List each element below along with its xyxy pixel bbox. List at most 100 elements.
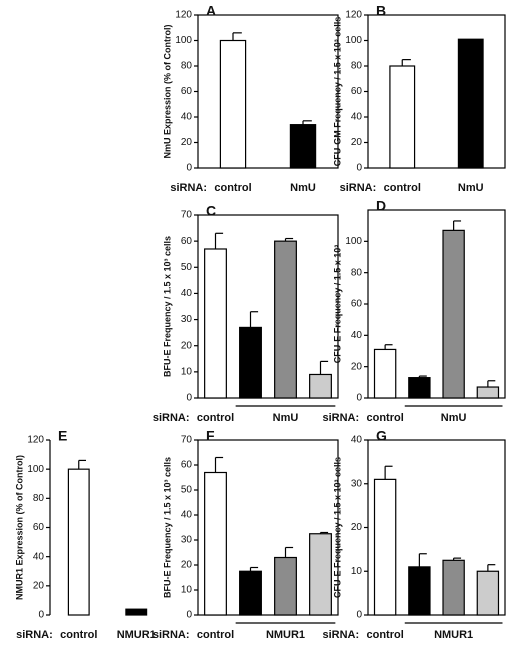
y-axis-label: CFU-GM Frequency / 1.5 x 10³ cells	[332, 17, 342, 167]
y-tick-label: 10	[351, 566, 363, 577]
y-tick-label: 40	[351, 112, 363, 123]
plot-frame	[197, 14, 339, 169]
y-tick-label: 0	[186, 163, 192, 174]
x-tick-label: control	[197, 412, 234, 424]
x-tick-label: NmU	[290, 182, 316, 194]
y-tick-label: 60	[351, 86, 363, 97]
x-prefix: siRNA:	[170, 182, 207, 194]
bar	[274, 556, 297, 616]
y-tick-label: 20	[33, 580, 45, 591]
x-prefix: siRNA:	[322, 629, 359, 641]
x-tick-label: control	[197, 629, 234, 641]
y-tick-label: 50	[181, 262, 193, 273]
y-tick-label: 20	[351, 522, 363, 533]
x-prefix: siRNA:	[153, 629, 190, 641]
y-axis-label: CFU-E Frequency / 1.5 x 10³	[332, 245, 342, 364]
group-label: NmU	[273, 412, 299, 424]
x-tick-label: control	[366, 629, 403, 641]
y-tick-label: 80	[33, 493, 45, 504]
bar	[373, 348, 397, 399]
bar	[457, 38, 484, 169]
y-tick-label: 120	[175, 10, 192, 21]
panel-label: G	[376, 428, 387, 444]
panel-label: F	[206, 428, 215, 444]
y-tick-label: 80	[181, 61, 193, 72]
panel-label: B	[376, 3, 386, 19]
y-tick-label: 50	[181, 485, 193, 496]
y-tick-label: 80	[351, 61, 363, 72]
y-tick-label: 70	[181, 210, 193, 221]
bar	[289, 124, 317, 169]
panel-label: E	[58, 428, 67, 444]
y-tick-label: 80	[351, 267, 363, 278]
y-tick-label: 60	[181, 86, 193, 97]
group-label: NMUR1	[434, 629, 473, 641]
bar	[408, 566, 431, 616]
y-tick-label: 20	[181, 137, 193, 148]
bar	[274, 240, 297, 399]
y-axis-label: BFU-E Frequency / 1.5 x 10³ cells	[162, 236, 172, 377]
x-tick-label: NmU	[458, 182, 484, 194]
bar	[373, 478, 397, 616]
y-tick-label: 40	[33, 551, 45, 562]
bar	[219, 39, 247, 169]
group-label: NMUR1	[266, 629, 305, 641]
x-prefix: siRNA:	[322, 412, 359, 424]
plot-frame	[197, 214, 339, 399]
y-tick-label: 120	[27, 435, 44, 446]
y-tick-label: 20	[351, 137, 363, 148]
bar	[125, 608, 148, 616]
y-tick-label: 20	[181, 340, 193, 351]
y-tick-label: 60	[181, 236, 193, 247]
bar	[408, 377, 431, 399]
y-tick-label: 60	[181, 460, 193, 471]
bar	[442, 229, 465, 399]
bar	[389, 65, 416, 169]
y-tick-label: 60	[33, 522, 45, 533]
y-axis-label: NmU Expression (% of Control)	[162, 24, 172, 158]
plot-frame	[367, 14, 506, 169]
x-prefix: siRNA:	[340, 182, 377, 194]
x-tick-label: control	[384, 182, 421, 194]
y-axis-label: CFU-E Frequency / 1.5 x 10³ cells	[332, 457, 342, 598]
y-tick-label: 40	[351, 330, 363, 341]
x-prefix: siRNA:	[16, 629, 53, 641]
y-tick-label: 40	[181, 288, 193, 299]
y-tick-label: 0	[356, 610, 362, 621]
y-tick-label: 70	[181, 435, 193, 446]
y-axis-label: BFU-E Frequency / 1.5 x 10³ cells	[162, 457, 172, 598]
y-tick-label: 60	[351, 299, 363, 310]
y-tick-label: 100	[345, 236, 362, 247]
x-tick-label: control	[366, 412, 403, 424]
y-tick-label: 100	[27, 464, 44, 475]
x-tick-label: NMUR1	[117, 629, 156, 641]
y-tick-label: 100	[345, 35, 362, 46]
bar	[67, 468, 90, 616]
y-tick-label: 100	[175, 35, 192, 46]
y-tick-label: 20	[181, 560, 193, 571]
y-tick-label: 0	[186, 393, 192, 404]
x-tick-label: control	[60, 629, 97, 641]
y-tick-label: 0	[186, 610, 192, 621]
y-tick-label: 40	[181, 112, 193, 123]
bar	[204, 471, 227, 616]
y-tick-label: 10	[181, 366, 193, 377]
bar	[309, 373, 332, 399]
bar	[239, 570, 262, 616]
y-tick-label: 30	[181, 314, 193, 325]
bar	[442, 559, 465, 616]
plot-frame	[197, 439, 339, 616]
panel-label: D	[376, 198, 386, 214]
y-tick-label: 40	[181, 510, 193, 521]
y-axis-label: NMUR1 Expression (% of Control)	[14, 455, 24, 600]
group-label: NmU	[441, 412, 467, 424]
y-tick-label: 0	[356, 393, 362, 404]
y-tick-label: 10	[181, 585, 193, 596]
panel-label: A	[206, 3, 216, 19]
bar	[204, 248, 227, 399]
bar	[309, 533, 332, 616]
y-tick-label: 0	[356, 163, 362, 174]
x-tick-label: control	[214, 182, 251, 194]
